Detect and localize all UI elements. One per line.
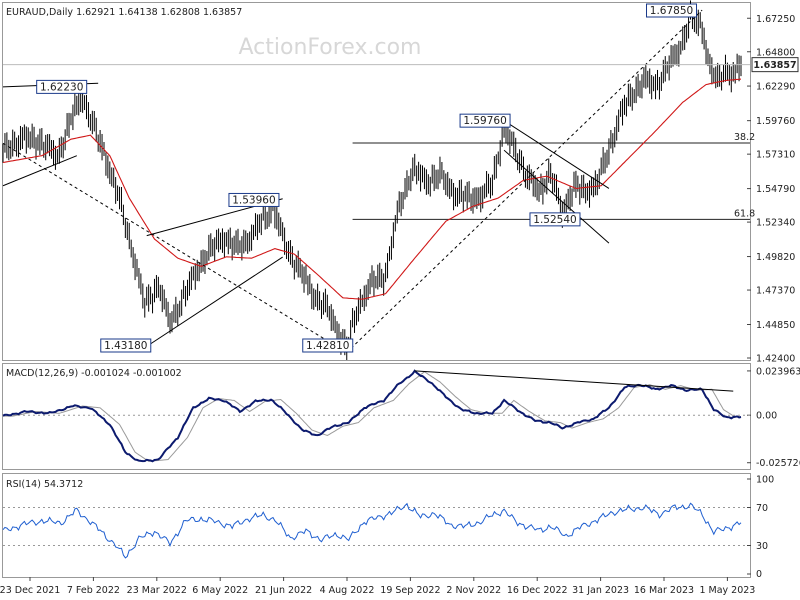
price-label: 1.52540 [533,214,576,226]
price-tick-label: 1.57310 [756,150,795,161]
trendline [146,256,283,347]
price-label: 1.67850 [650,5,693,17]
macd-label: MACD(12,26,9) -0.001024 -0.001002 [6,368,182,379]
rsi-label: RSI(14) 54.3712 [6,479,83,490]
symbol: EURAUD [6,7,46,18]
chart-header: EURAUD,Daily 1.62921 1.64138 1.62808 1.6… [6,7,242,18]
watermark: ActionForex.com [239,35,422,60]
moving-average-line [2,78,742,300]
rsi-tick-label: 100 [756,475,774,486]
price-tick-label: 1.47370 [756,286,795,297]
price-tick-label: 1.49820 [756,252,795,263]
trendline [503,149,610,244]
date-tick-label: 23 Mar 2022 [127,585,187,596]
trendline [2,142,348,353]
price-tick-label: 1.42400 [756,354,795,365]
price-tick-label: 1.44850 [756,320,795,331]
date-axis: 23 Dec 2021 7 Feb 2022 23 Mar 2022 6 May 20… [0,577,755,596]
macd-panel [2,363,751,470]
macd-signal-line [3,371,741,462]
macd-tick-label: 0.00 [756,411,777,422]
price-label-box [302,338,354,353]
timeframe: Daily [49,7,73,18]
rsi-line [2,502,742,559]
rsi-panel [2,473,751,578]
last-price-label: 1.63857 [753,60,796,71]
macd-series: 0.023963 0.00 -0.025726 [2,366,800,469]
price-label-box [100,338,152,353]
date-tick-label: 16 Dec 2022 [507,585,568,596]
price-label-box [459,113,511,128]
price-label: 1.42810 [306,340,349,352]
macd-tick-label: -0.025726 [756,458,800,469]
price-label-box [529,212,581,227]
date-tick-label: 6 May 2022 [192,585,248,596]
price-label: 1.43180 [104,340,147,352]
rsi-tick-label: 30 [756,541,768,552]
price-axis: 1.67250 1.64800 1.62290 1.59760 1.57310 1.547… [747,14,795,365]
rsi-tick-label: 0 [756,569,762,580]
macd-divergence-line [414,370,734,392]
macd-tick-label: 0.023963 [756,366,800,377]
date-tick-label: 16 Mar 2023 [634,585,694,596]
trendline [503,120,610,189]
fib-level-label: 61.8 [734,208,755,219]
date-tick-label: 19 Sep 2022 [380,585,440,596]
price-panel [2,2,751,361]
rsi-tick-label: 70 [756,503,768,514]
price-labels: 1.62230 1.43180 1.53960 1.42810 1.59760 1.525… [36,3,698,353]
price-label: 1.59760 [463,115,506,127]
price-tick-label: 1.67250 [756,14,795,25]
trendline [346,9,703,353]
macd-line [2,369,742,463]
ohlc-values: 1.62921 1.64138 1.62808 1.63857 [76,7,242,18]
price-series [2,0,742,360]
price-label-box [228,192,280,207]
price-tick-label: 1.62290 [756,82,795,93]
price-label-box [646,3,698,18]
price-label: 1.53960 [232,194,275,206]
price-tick-label: 1.64800 [756,47,795,58]
date-tick-label: 31 Jan 2023 [572,585,629,596]
date-tick-label: 4 Aug 2022 [320,585,375,596]
last-price-marker: 1.63857 [3,57,799,73]
date-tick-label: 7 Feb 2022 [67,585,120,596]
date-tick-label: 23 Dec 2021 [0,585,60,596]
price-label: 1.62230 [40,81,83,93]
price-tick-label: 1.52340 [756,218,795,229]
fib-level-label: 38.2 [734,132,755,143]
price-label-box [36,79,88,94]
date-tick-label: 2 Nov 2022 [446,585,501,596]
trendlines [2,9,703,353]
date-tick-label: 21 Jun 2022 [255,585,312,596]
date-tick-label: 1 May 2023 [699,585,755,596]
last-price-box [751,57,799,73]
rsi-series: 100 70 30 0 [2,475,774,580]
price-tick-label: 1.59760 [756,116,795,127]
price-tick-label: 1.54790 [756,184,795,195]
trendline [2,155,77,187]
